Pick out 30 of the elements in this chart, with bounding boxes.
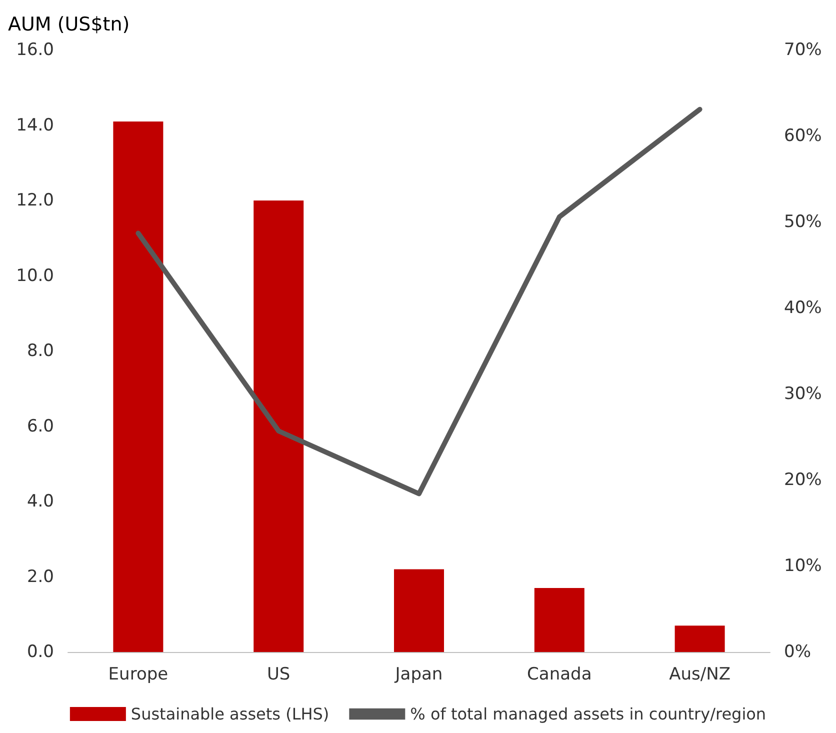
y-tick-label: 12.0 bbox=[16, 190, 54, 210]
y-tick-label: 16.0 bbox=[16, 40, 54, 60]
y2-tick-label: 40% bbox=[784, 298, 822, 318]
y-tick-label: 6.0 bbox=[26, 416, 54, 436]
y2-tick-label: 0% bbox=[784, 642, 811, 662]
x-tick-label: Canada bbox=[527, 664, 592, 684]
bar bbox=[113, 121, 164, 652]
y2-tick-label: 20% bbox=[784, 470, 822, 490]
bar bbox=[534, 588, 584, 652]
y-tick-label: 4.0 bbox=[26, 492, 54, 512]
y-tick-label: 10.0 bbox=[16, 266, 54, 286]
legend-label: % of total managed assets in country/region bbox=[410, 704, 766, 724]
y2-tick-label: 10% bbox=[784, 556, 822, 576]
y2-tick-label: 30% bbox=[784, 384, 822, 404]
y2-tick-label: 70% bbox=[784, 40, 822, 60]
y-tick-label: 2.0 bbox=[26, 566, 54, 587]
y-tick-label: 14.0 bbox=[16, 115, 54, 136]
x-tick-label: Europe bbox=[108, 664, 168, 684]
y-axis-title: AUM (US$tn) bbox=[8, 14, 130, 36]
y-tick-label: 0.0 bbox=[26, 642, 54, 662]
bar bbox=[674, 626, 725, 652]
y2-tick-label: 60% bbox=[784, 126, 822, 146]
y-tick-label: 8.0 bbox=[26, 341, 54, 361]
x-tick-label: Japan bbox=[394, 664, 443, 684]
y2-tick-label: 50% bbox=[784, 212, 822, 232]
x-tick-label: Aus/NZ bbox=[669, 664, 730, 684]
bar bbox=[394, 569, 444, 652]
x-tick-label: US bbox=[266, 664, 290, 684]
bar bbox=[254, 200, 304, 652]
legend-label: Sustainable assets (LHS) bbox=[130, 704, 330, 724]
